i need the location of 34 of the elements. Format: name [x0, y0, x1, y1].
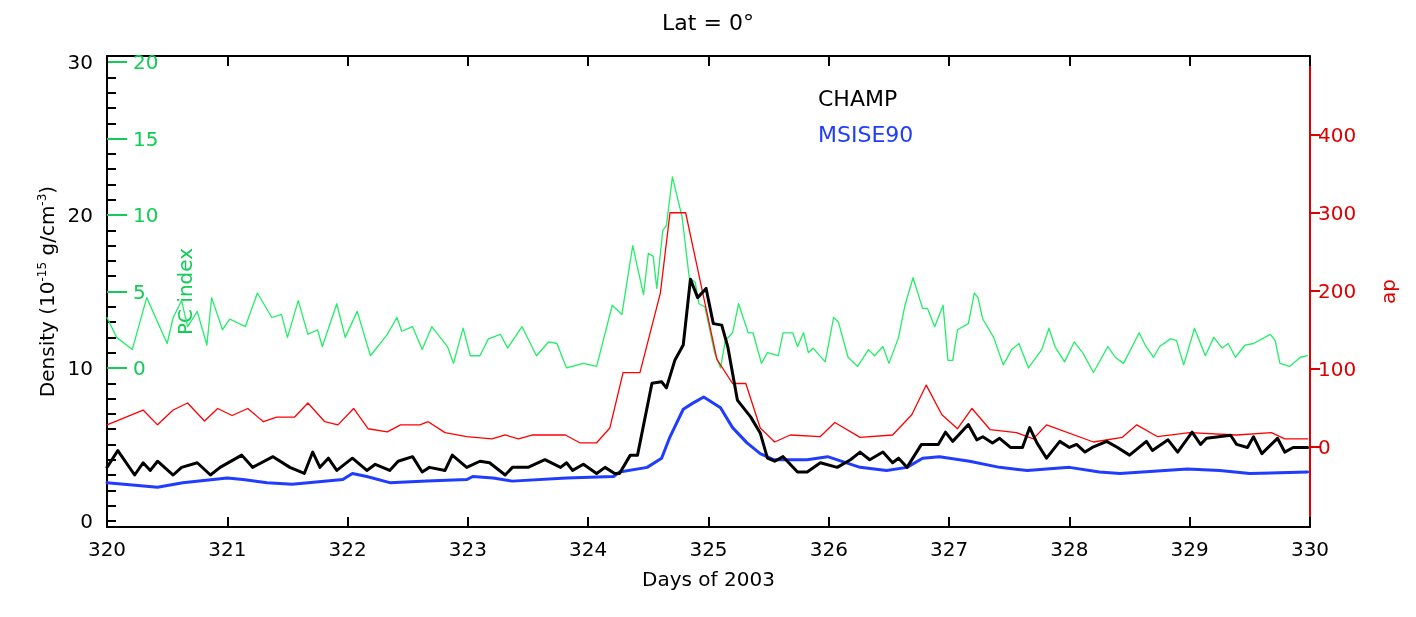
y3-tick-label: 20: [133, 50, 159, 75]
y2-tick-label: 0: [1318, 434, 1331, 459]
y3-tick-label: 5: [133, 279, 146, 304]
x-tick-label: 328: [1050, 537, 1089, 561]
y2-tick-label: 200: [1318, 278, 1357, 303]
legend-label: CHAMP: [818, 85, 898, 111]
x-tick-label: 326: [809, 537, 848, 561]
y2-tick-label: 400: [1318, 122, 1357, 147]
x-tick-label: 322: [328, 537, 367, 561]
y2-tick-label: 300: [1318, 200, 1357, 225]
y-axis-title: Density (10-15 g/cm-3): [34, 185, 59, 398]
y-tick-label: 0: [80, 508, 93, 533]
line-series: [106, 176, 1309, 374]
x-tick-label: 321: [208, 537, 247, 561]
y2-axis-title: ap: [1376, 279, 1400, 304]
y3-tick-label: 10: [133, 203, 159, 228]
x-tick-label: 324: [569, 537, 608, 561]
y-tick-label: 10: [67, 355, 93, 380]
x-tick-label: 327: [930, 537, 969, 561]
chart-title: Lat = 0°: [662, 9, 754, 35]
y2-tick-label: 100: [1318, 356, 1357, 381]
y3-axis-title: PC index: [173, 247, 197, 336]
x-tick-label: 323: [448, 537, 487, 561]
y-tick-label: 20: [67, 203, 93, 228]
text: MSISE90: [818, 121, 914, 147]
x-tick-label: 325: [689, 537, 728, 561]
y3-tick-label: 15: [133, 126, 159, 151]
x-tick-label: 330: [1290, 537, 1330, 561]
x-tick-label: 329: [1170, 537, 1209, 561]
y3-tick-label: 0: [133, 355, 146, 380]
line-series: [105, 395, 1310, 489]
y-tick-label: 30: [67, 50, 93, 75]
x-tick-label: 320: [87, 537, 127, 561]
x-axis-title: Days of 2003: [642, 567, 775, 591]
